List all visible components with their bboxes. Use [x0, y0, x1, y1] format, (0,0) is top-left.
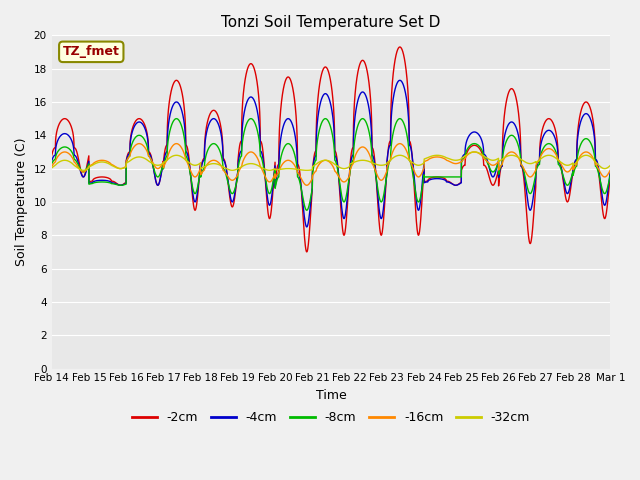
X-axis label: Time: Time [316, 389, 346, 402]
Title: Tonzi Soil Temperature Set D: Tonzi Soil Temperature Set D [221, 15, 441, 30]
Legend: -2cm, -4cm, -8cm, -16cm, -32cm: -2cm, -4cm, -8cm, -16cm, -32cm [127, 406, 535, 429]
Y-axis label: Soil Temperature (C): Soil Temperature (C) [15, 138, 28, 266]
Text: TZ_fmet: TZ_fmet [63, 45, 120, 59]
